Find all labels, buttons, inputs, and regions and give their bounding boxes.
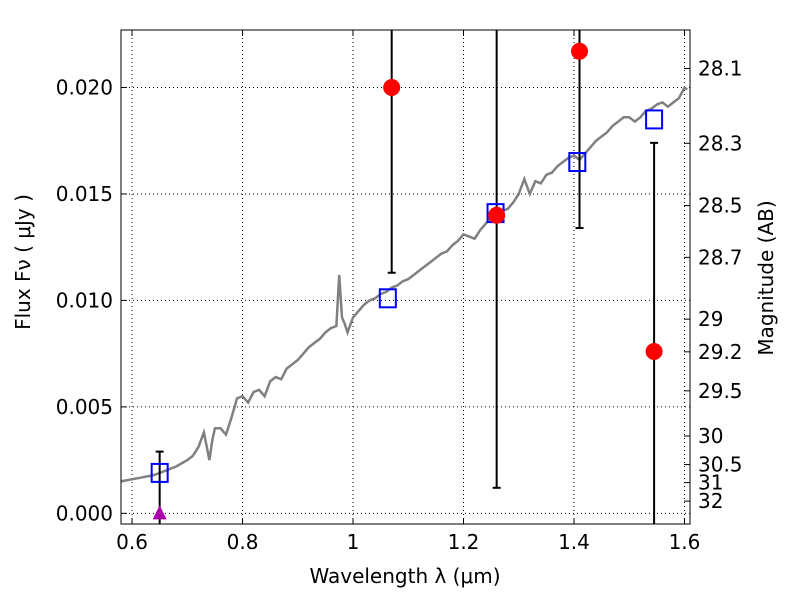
y-tick-label: 0.000 (56, 501, 113, 525)
x-tick-label: 1.4 (558, 530, 590, 554)
x-tick-label: 1 (347, 530, 360, 554)
right-axis-label: Magnitude (AB) (754, 200, 778, 355)
spectrum-layer (120, 85, 688, 483)
magnitude-tick-label: 29 (698, 307, 723, 331)
x-tick-label: 0.8 (227, 530, 259, 554)
model-photometry-square (645, 109, 664, 130)
model-photometry-square (150, 462, 169, 483)
plot-frame (120, 29, 691, 525)
markers (150, 42, 664, 520)
magnitude-tick-label: 29.5 (698, 379, 743, 403)
y-tick-label: 0.020 (56, 75, 113, 99)
grid (121, 30, 690, 524)
x-tick-label: 0.6 (116, 530, 148, 554)
magnitude-tick-label: 28.3 (698, 131, 743, 155)
observed-photometry-point (571, 42, 589, 60)
x-tick-label: 1.6 (669, 530, 701, 554)
y-tick-label: 0.005 (56, 395, 113, 419)
x-axis-ticks: 0.6 0.8 1 1.2 1.4 1.6 (116, 30, 700, 554)
upper-limit-triangle (152, 505, 167, 520)
model-photometry-square (568, 152, 587, 173)
observed-photometry-point (383, 78, 401, 96)
magnitude-tick-label: 31 (698, 471, 723, 495)
x-axis-label: Wavelength λ (μm) (309, 564, 500, 588)
magnitude-tick-label: 32 (698, 489, 723, 513)
observed-photometry-point (488, 206, 506, 224)
magnitude-tick-label: 30 (698, 424, 723, 448)
y-tick-label: 0.010 (56, 288, 113, 312)
magnitude-tick-label: 28.7 (698, 245, 743, 269)
model-spectrum-line (120, 85, 688, 483)
magnitude-tick-label: 28.5 (698, 194, 743, 218)
y-tick-label: 0.015 (56, 182, 113, 206)
y-axis-ticks: 0.000 0.005 0.010 0.015 0.020 (56, 75, 127, 525)
model-photometry-square (378, 288, 397, 309)
plot-background (121, 30, 690, 524)
magnitude-tick-label: 28.1 (698, 56, 743, 80)
magnitude-tick-label: 30.5 (698, 453, 743, 477)
x-tick-label: 1.2 (448, 530, 480, 554)
observed-photometry-point (645, 343, 663, 361)
magnitude-tick-label: 29.2 (698, 340, 743, 364)
y-axis-label: Flux Fν ( μJy ) (11, 194, 35, 330)
